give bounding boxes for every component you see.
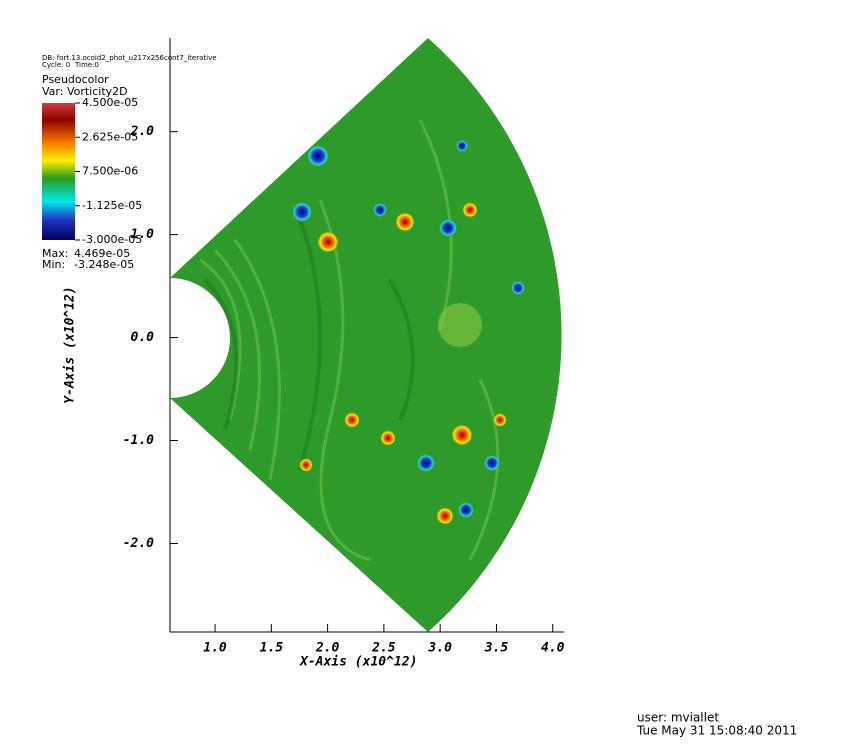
x-tick-label: 4.0 [541,641,565,656]
y-tick-label: -2.0 [123,536,154,551]
colorbar-tick-label: 7.500e-06 [82,165,138,178]
x-axis-title: X-Axis (x10^12) [299,655,417,670]
user: user: mviallet [637,711,719,725]
variable: Var: Vorticity2D [42,85,128,98]
date: Tue May 31 15:08:40 2011 [636,724,797,738]
db-label: DB: fort.13.ocoid2_phot_u217x256cont7_it… [42,54,217,62]
colorbar-tick-label: 4.500e-05 [82,96,138,109]
field [170,38,562,632]
stat-value: 4.469e-05 [74,247,130,260]
cycle-label: Cycle: 0 [42,61,70,69]
y-tick-label: 2.0 [130,124,155,139]
y-tick-label: 0.0 [131,330,155,345]
y-axis-title: Y-Axis (x10^12) [63,286,78,403]
stat-name: Min: [42,258,65,271]
time-label: Time:0 [74,61,99,69]
y-tick-label: -1.0 [123,433,154,448]
stat-value: -3.248e-05 [74,258,134,271]
y-tick-label: 1.0 [131,227,155,242]
x-tick-label: 2.5 [371,641,396,656]
x-tick-label: 1.0 [203,641,227,656]
legend-title: Pseudocolor [42,73,109,86]
colorbar-tick-label: -1.125e-05 [82,199,142,212]
x-tick-label: 2.0 [315,641,340,656]
x-tick-label: 3.0 [427,641,452,656]
colorbar-tick-label: -3.000e-05 [82,233,142,246]
x-tick-label: 3.5 [484,641,509,656]
colorbar-tick-label: 2.625e-05 [82,130,138,143]
stat-name: Max: [42,247,68,260]
colorbar [42,103,75,240]
x-tick-label: 1.5 [260,641,284,656]
